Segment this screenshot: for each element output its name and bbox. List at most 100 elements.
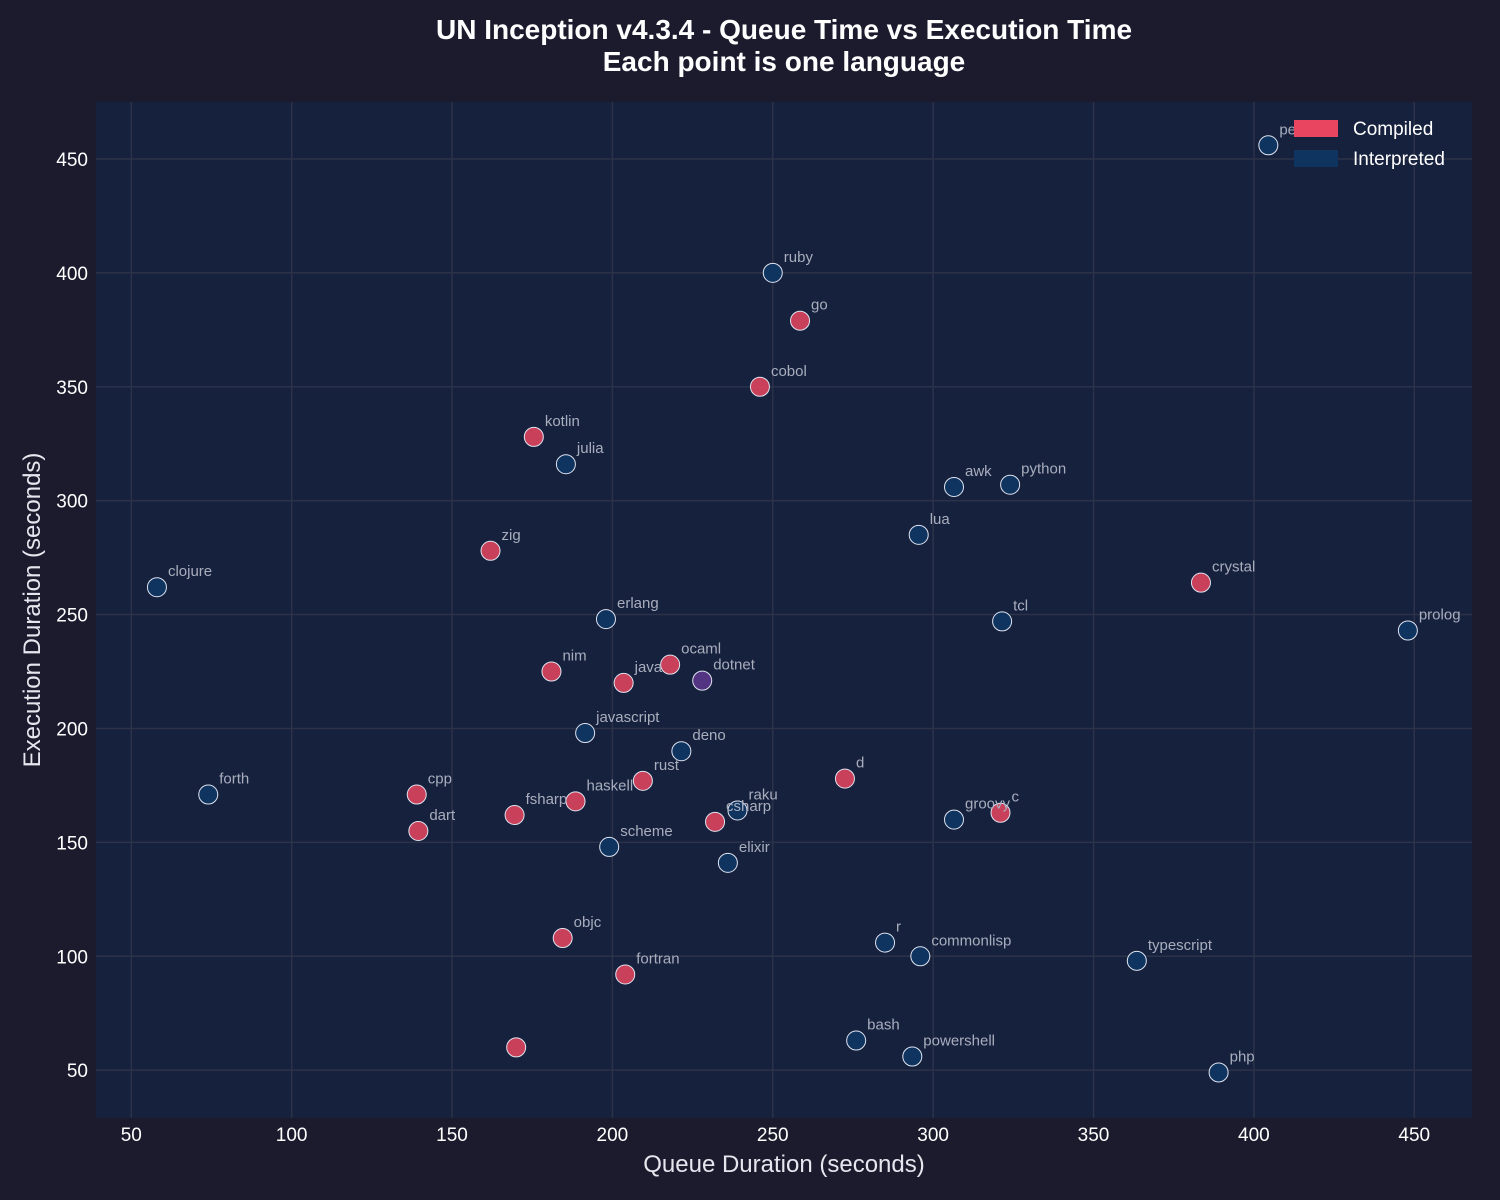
point-label-fortran: fortran <box>636 950 679 967</box>
point-label-nim: nim <box>562 648 586 665</box>
point-label-cpp: cpp <box>428 771 452 788</box>
point-crystal <box>1190 572 1211 593</box>
point-rust <box>632 770 653 791</box>
point-label-ruby: ruby <box>784 249 814 266</box>
x-tick-label-350: 350 <box>1078 1125 1110 1146</box>
x-tick-label-150: 150 <box>436 1125 468 1146</box>
legend-swatch-compiled <box>1294 120 1338 137</box>
point-label-go: go <box>811 297 828 314</box>
point-nim <box>541 661 562 682</box>
point-label-powershell: powershell <box>923 1032 995 1049</box>
point-powershell <box>902 1046 923 1067</box>
point-label-ocaml: ocaml <box>681 641 721 658</box>
point-label-objc: objc <box>574 914 602 931</box>
point-erlang <box>595 609 616 630</box>
point-label-julia: julia <box>576 440 604 457</box>
point-zig <box>480 540 501 561</box>
point-label-awk: awk <box>965 463 992 480</box>
point-ocaml <box>660 654 681 675</box>
y-tick-label-400: 400 <box>56 264 88 285</box>
x-tick-label-200: 200 <box>597 1125 629 1146</box>
point-label-cobol: cobol <box>771 363 807 380</box>
point-label-clojure: clojure <box>168 563 212 580</box>
point-go <box>790 310 811 331</box>
y-tick-label-150: 150 <box>56 833 88 854</box>
point-objc <box>552 928 573 949</box>
point-unlabeled-41 <box>506 1037 527 1058</box>
point-label-groovy: groovy <box>965 796 1011 813</box>
point-ruby <box>762 262 783 283</box>
point-elixir <box>717 852 738 873</box>
point-label-c: c <box>1012 789 1020 806</box>
plot-area <box>96 102 1472 1118</box>
y-tick-label-350: 350 <box>56 378 88 399</box>
point-typescript <box>1126 950 1147 971</box>
point-label-haskell: haskell <box>587 777 634 794</box>
point-c <box>990 802 1011 823</box>
y-axis-label: Execution Duration (seconds) <box>19 453 46 768</box>
point-label-javascript: javascript <box>595 709 660 726</box>
x-tick-label-450: 450 <box>1398 1125 1430 1146</box>
y-axis-ticks: 50 100 150 200 250 300 350 400 450 <box>56 150 88 1082</box>
point-label-crystal: crystal <box>1212 559 1255 576</box>
chart-title: UN Inception v4.3.4 - Queue Time vs Exec… <box>436 14 1132 45</box>
point-label-lua: lua <box>930 511 951 528</box>
point-label-java: java <box>634 659 663 676</box>
point-label-elixir: elixir <box>739 839 770 856</box>
point-label-deno: deno <box>692 727 725 744</box>
point-fsharp <box>504 805 525 826</box>
point-label-zig: zig <box>502 527 521 544</box>
point-cpp <box>406 784 427 805</box>
point-label-php: php <box>1230 1048 1255 1065</box>
point-label-erlang: erlang <box>617 595 659 612</box>
legend-swatch-interpreted <box>1294 150 1338 167</box>
point-scheme <box>599 836 620 857</box>
x-tick-label-300: 300 <box>917 1125 949 1146</box>
x-tick-label-50: 50 <box>121 1125 142 1146</box>
point-csharp <box>705 811 726 832</box>
point-kotlin <box>523 426 544 447</box>
x-axis-ticks: 50 100 150 200 250 300 350 400 450 <box>121 1125 1430 1146</box>
point-label-tcl: tcl <box>1013 597 1028 614</box>
point-commonlisp <box>910 946 931 967</box>
x-axis-label: Queue Duration (seconds) <box>643 1151 924 1178</box>
point-label-scheme: scheme <box>620 823 673 840</box>
point-dotnet <box>692 670 713 691</box>
point-clojure <box>146 577 167 598</box>
point-julia <box>555 454 576 475</box>
point-haskell <box>565 791 586 812</box>
point-java <box>613 672 634 693</box>
chart-subtitle: Each point is one language <box>603 46 966 77</box>
point-groovy <box>943 809 964 830</box>
point-label-dart: dart <box>429 807 456 824</box>
point-forth <box>198 784 219 805</box>
point-fortran <box>615 964 636 985</box>
point-label-raku: raku <box>748 786 777 803</box>
point-dart <box>408 820 429 841</box>
point-javascript <box>575 723 596 744</box>
y-tick-label-100: 100 <box>56 947 88 968</box>
point-label-d: d <box>856 755 864 772</box>
y-tick-label-250: 250 <box>56 606 88 627</box>
point-label-python: python <box>1021 461 1066 478</box>
y-tick-label-50: 50 <box>67 1061 88 1082</box>
point-label-typescript: typescript <box>1148 937 1213 954</box>
point-label-bash: bash <box>867 1017 900 1034</box>
point-prolog <box>1397 620 1418 641</box>
point-python <box>1000 474 1021 495</box>
point-lua <box>908 524 929 545</box>
point-php <box>1208 1062 1229 1083</box>
data-points <box>146 135 1418 1083</box>
x-tick-label-400: 400 <box>1238 1125 1270 1146</box>
point-raku <box>727 800 748 821</box>
point-label-rust: rust <box>654 757 680 774</box>
x-tick-label-100: 100 <box>276 1125 308 1146</box>
point-label-dotnet: dotnet <box>713 657 756 674</box>
legend-label-compiled: Compiled <box>1353 119 1433 140</box>
y-tick-label-200: 200 <box>56 719 88 740</box>
point-label-r: r <box>896 919 901 936</box>
point-label-commonlisp: commonlisp <box>931 932 1011 949</box>
point-label-forth: forth <box>219 771 249 788</box>
point-bash <box>846 1030 867 1051</box>
point-tcl <box>992 611 1013 632</box>
